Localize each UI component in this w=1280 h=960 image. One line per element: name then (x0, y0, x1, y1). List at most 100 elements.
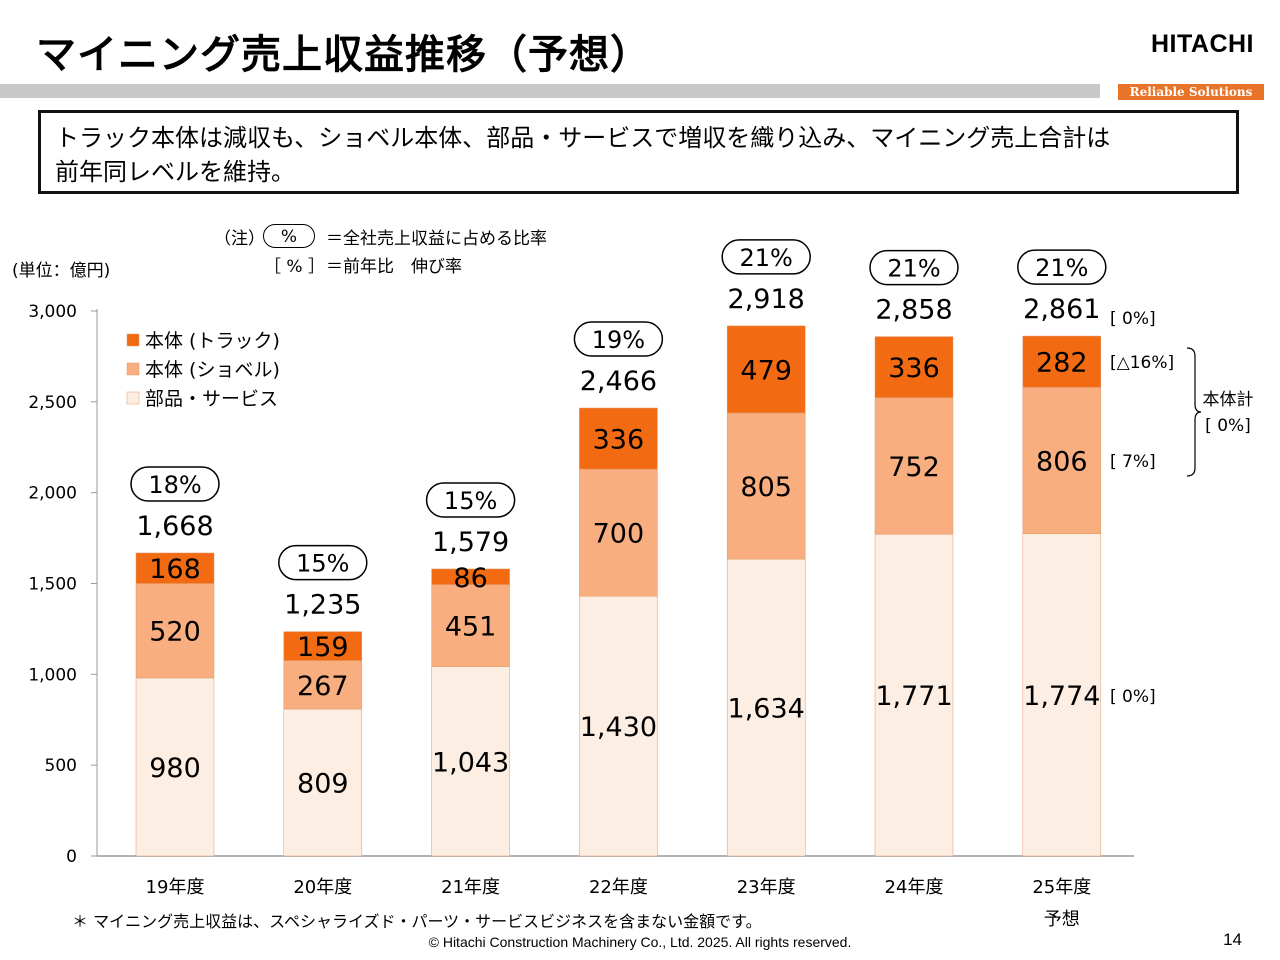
growth-total-label: [ 0%] (1110, 309, 1156, 329)
bar-segment-parts (283, 708, 363, 857)
bar-total-label: 2,861 (1023, 294, 1100, 325)
bar-value-label: 980 (149, 753, 201, 784)
y-tick-label: 2,000 (28, 484, 77, 504)
bar-value-label: 1,774 (1023, 681, 1100, 712)
bar-value-label: 1,771 (875, 681, 952, 712)
note-prefix: （注） (214, 229, 265, 249)
unit-label: (単位：億円) (12, 261, 111, 281)
summary-line-1: トラック本体は減収も、ショベル本体、部品・サービスで増収を織り込み、マイニング売… (55, 124, 1111, 152)
share-badge (278, 544, 368, 581)
body-total-label: 本体計 (1203, 390, 1254, 410)
share-badge-label: 21% (887, 255, 940, 283)
body-total-brace (1186, 347, 1202, 477)
bar-segment-shovel (726, 412, 806, 560)
y-tick-label: 0 (66, 847, 77, 867)
legend-swatch (126, 391, 140, 405)
share-badge (573, 321, 664, 357)
bar-segment-shovel (874, 397, 954, 535)
bar-value-label: 159 (297, 632, 349, 663)
bar-segment-parts (135, 677, 215, 857)
bar-value-label: 86 (453, 563, 487, 594)
legend-label: 本体 (トラック) (145, 330, 280, 352)
legend-label: 本体 (ショベル) (145, 359, 280, 381)
bar-value-label: 336 (593, 425, 645, 456)
legend-swatch (126, 362, 140, 376)
bar-value-label: 805 (740, 472, 792, 503)
share-badge (130, 466, 220, 502)
bar-value-label: 282 (1036, 348, 1088, 379)
bar-value-label: 806 (1036, 447, 1088, 478)
bar-segment-truck (1022, 335, 1102, 388)
bar-value-label: 168 (149, 554, 201, 585)
bar-total-label: 2,466 (580, 366, 657, 397)
share-badge-label: 15% (444, 487, 497, 515)
y-tick-label: 1,000 (28, 665, 77, 685)
bar-value-label: 520 (149, 617, 201, 648)
bar-segment-parts (579, 595, 658, 857)
bar-segment-parts (1022, 533, 1102, 857)
bar-segment-truck (874, 336, 954, 398)
bar-total-label: 1,235 (284, 590, 361, 621)
share-badge-label: 21% (1035, 254, 1088, 282)
legend-label: 部品・サービス (145, 388, 278, 410)
bar-segment-truck (135, 552, 215, 584)
note-growth-bracket: ［ % ］ (264, 257, 325, 277)
bar-total-label: 2,918 (728, 284, 805, 315)
y-tick-label: 500 (45, 756, 77, 776)
x-tick-label: 24年度 (885, 877, 944, 898)
bar-segment-shovel (1022, 387, 1102, 534)
x-tick-label: 22年度 (589, 877, 648, 898)
bar-segment-parts (874, 534, 954, 857)
share-badge (1017, 249, 1107, 285)
share-badge (721, 239, 811, 275)
bar-segment-truck (283, 631, 363, 661)
page-title: マイニング売上収益推移（予想） (36, 32, 651, 78)
x-tick-label: 20年度 (293, 877, 352, 898)
x-tick-label: 21年度 (441, 877, 500, 898)
bar-segment-shovel (579, 468, 658, 597)
summary-line-2: 前年同レベルを維持。 (55, 158, 295, 186)
bar-value-label: 267 (297, 671, 349, 702)
bar-value-label: 479 (740, 355, 792, 386)
header-divider (0, 84, 1100, 98)
summary-box: トラック本体は減収も、ショベル本体、部品・サービスで増収を織り込み、マイニング売… (38, 110, 1239, 194)
bar-value-label: 1,634 (728, 694, 805, 725)
footnote: ＊ マイニング売上収益は、スペシャライズド・パーツ・サービスビジネスを含まない金… (72, 912, 762, 931)
share-badge-label: 15% (296, 550, 349, 578)
legend-swatch (126, 333, 140, 347)
x-tick-label: 25年度 (1032, 877, 1091, 898)
note-share-badge: % (263, 224, 315, 248)
bar-value-label: 700 (593, 519, 645, 550)
share-badge-label: 18% (148, 471, 201, 499)
bar-total-label: 1,579 (432, 527, 509, 558)
growth-parts-label: [ 0%] (1110, 687, 1156, 707)
tagline-badge: Reliable Solutions (1118, 84, 1264, 100)
bar-value-label: 336 (888, 353, 940, 384)
note-growth-desc: ＝前年比 伸び率 (326, 257, 462, 277)
bar-value-label: 1,430 (580, 712, 657, 743)
hitachi-logo: HITACHI (1150, 30, 1254, 58)
share-badge-label: 19% (592, 326, 645, 354)
bar-value-label: 752 (888, 452, 940, 483)
x-tick-sublabel: 予想 (1044, 909, 1080, 930)
bar-value-label: 451 (445, 612, 497, 643)
y-tick-label: 1,500 (28, 575, 77, 595)
bar-segment-shovel (283, 660, 363, 710)
copyright: © Hitachi Construction Machinery Co., Lt… (428, 934, 852, 950)
growth-truck-label: [△16%] (1110, 353, 1174, 373)
x-tick-label: 23年度 (737, 877, 796, 898)
bar-segment-parts (726, 558, 806, 857)
y-tick-label: 2,500 (28, 393, 77, 413)
bar-total-label: 2,858 (875, 295, 952, 326)
bar-segment-shovel (431, 584, 510, 667)
bar-segment-truck (726, 325, 806, 414)
bar-value-label: 1,043 (432, 747, 509, 778)
page-number: 14 (1223, 930, 1242, 949)
x-tick-label: 19年度 (146, 877, 205, 898)
note-share-desc: ＝全社売上収益に占める比率 (326, 229, 547, 249)
bar-segment-truck (431, 568, 510, 585)
share-badge-label: 21% (740, 244, 793, 272)
growth-shovel-label: [ 7%] (1110, 452, 1156, 472)
bar-value-label: 809 (297, 769, 349, 800)
bar-segment-truck (579, 407, 658, 470)
